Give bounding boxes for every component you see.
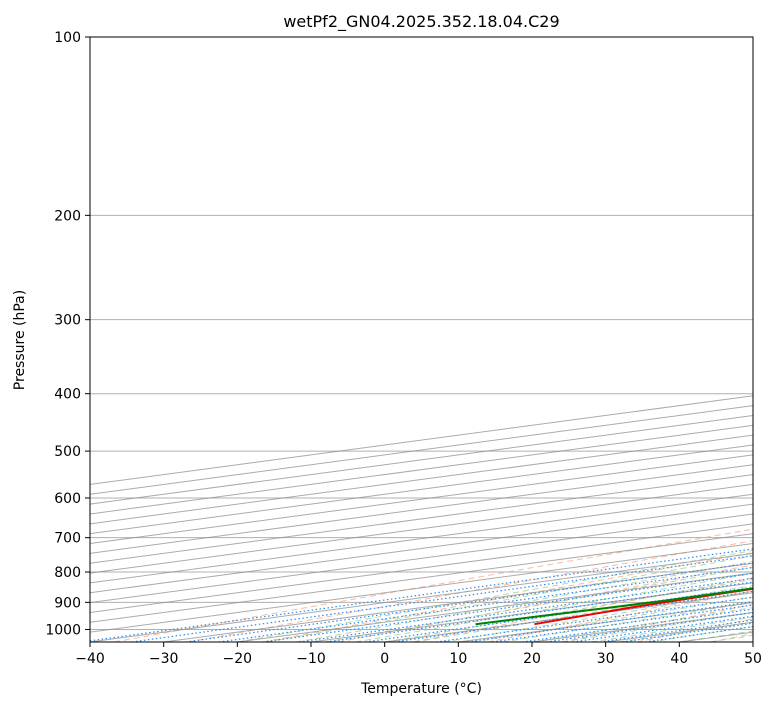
plot-background: [90, 37, 753, 642]
isotherm-line: [90, 454, 753, 545]
moist-adiabat-line: [325, 566, 753, 642]
y-tick-label: 800: [54, 565, 81, 581]
mixing-ratio-line: [262, 572, 753, 642]
y-tick-label: 500: [54, 444, 81, 460]
x-tick-label: 10: [449, 651, 467, 667]
x-tick-label: −20: [223, 651, 253, 667]
axes: −40 −30 −20 −10 0 10 20 30 40 50 100 200 300 400 500 60…: [45, 30, 762, 667]
isotherm-line: [90, 474, 753, 564]
y-tick-label: 100: [54, 30, 81, 46]
y-tick-label: 1000: [45, 622, 81, 638]
x-tick-label: 30: [597, 651, 615, 667]
plot-frame: [89, 36, 754, 643]
mixing-ratio-line: [326, 581, 753, 642]
isotherm-line: [90, 464, 753, 554]
chart-title: wetPf2_GN04.2025.352.18.04.C29: [283, 12, 559, 32]
moist-adiabat-line: [237, 549, 753, 642]
isotherm-line: [90, 513, 753, 604]
x-tick-label: 50: [744, 651, 762, 667]
x-axis-label: Temperature (°C): [360, 681, 482, 697]
x-tick-label: 20: [523, 651, 541, 667]
background-lines: [90, 37, 753, 642]
y-tick-label: 400: [54, 387, 81, 403]
x-tick-label: 0: [380, 651, 389, 667]
dry-adiabat-line: [487, 590, 753, 642]
dry-adiabat-line: [188, 540, 753, 642]
y-tick-label: 900: [54, 595, 81, 611]
mixing-ratio-line: [394, 590, 753, 642]
isotherm-line: [90, 503, 753, 594]
isotherm-line: [90, 483, 753, 574]
mixing-ratio-line: [365, 586, 753, 642]
x-tick-label: −10: [296, 651, 326, 667]
y-tick-label: 200: [54, 208, 81, 224]
y-tick-label: 600: [54, 491, 81, 507]
moist-adiabat-line: [384, 578, 753, 642]
isotherm-line: [90, 523, 753, 613]
isotherm-line: [90, 493, 753, 584]
isotherm-line: [90, 533, 753, 623]
isotherm-line: [752, 641, 753, 642]
mixing-ratio-line: [299, 577, 753, 642]
mixing-ratio-line: [90, 548, 753, 642]
y-tick-label: 300: [54, 313, 81, 329]
y-axis-label: Pressure (hPa): [12, 290, 28, 390]
moist-adiabat-line: [266, 555, 753, 642]
x-tick-label: −40: [75, 651, 105, 667]
x-tick-label: 40: [670, 651, 688, 667]
moist-adiabat-line: [296, 561, 753, 642]
y-tick-label: 700: [54, 531, 81, 547]
x-tick-label: −30: [149, 651, 179, 667]
